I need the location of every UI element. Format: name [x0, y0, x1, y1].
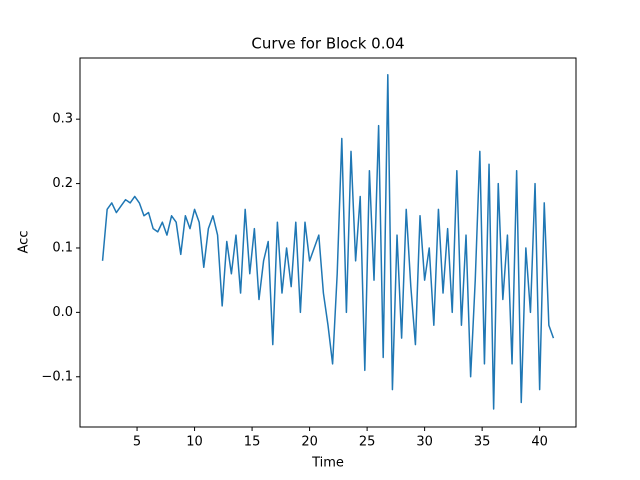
chart-title: Curve for Block 0.04: [251, 35, 404, 53]
plot-frame: [79, 57, 577, 428]
x-tick-label: 25: [359, 435, 376, 450]
x-tick-label: 35: [474, 435, 491, 450]
y-tick-label: 0.0: [52, 305, 73, 320]
x-tick-label: 15: [244, 435, 261, 450]
x-tick-label: 40: [531, 435, 548, 450]
x-tick-label: 30: [416, 435, 433, 450]
y-tick-label: 0.2: [52, 176, 73, 191]
y-tick-label: −0.1: [41, 369, 73, 384]
y-axis-label: Acc: [17, 231, 32, 254]
x-tick-label: 20: [301, 435, 318, 450]
data-line: [101, 73, 555, 410]
x-tick-label: 10: [186, 435, 203, 450]
x-axis-label: Time: [311, 456, 344, 471]
y-tick-label: 0.1: [52, 240, 73, 255]
x-tick-label: 5: [133, 435, 141, 450]
y-tick-label: 0.3: [52, 112, 73, 127]
